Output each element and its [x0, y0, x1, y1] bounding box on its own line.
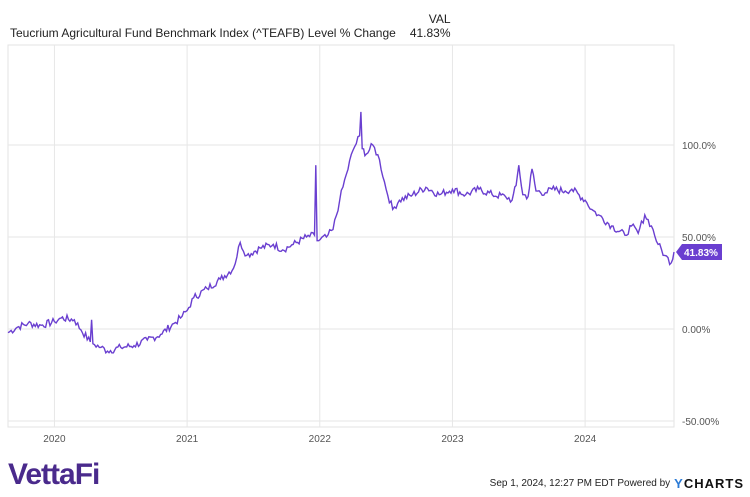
value-column-header: VAL — [428, 12, 451, 26]
series-name: Teucrium Agricultural Fund Benchmark Ind… — [10, 26, 396, 40]
y-tick-label: 50.00% — [682, 233, 716, 244]
series-line — [7, 111, 675, 355]
ycharts-logo: YCHARTS — [674, 476, 744, 491]
series-value: 41.83% — [409, 26, 451, 40]
footer-timestamp: Sep 1, 2024, 12:27 PM EDT Powered by — [489, 478, 671, 489]
last-value-tag — [676, 244, 722, 261]
y-tick-label: 0.00% — [682, 325, 710, 336]
vettafi-logo: VettaFi — [8, 458, 100, 491]
y-tick-label: -50.00% — [682, 417, 719, 428]
last-value-label: 41.83% — [684, 248, 718, 259]
value-column: VAL 41.83% — [410, 12, 451, 40]
x-tick-label: 2020 — [43, 434, 66, 445]
y-tick-label: 100.0% — [682, 141, 716, 152]
legend-header: Teucrium Agricultural Fund Benchmark Ind… — [10, 12, 451, 40]
x-tick-label: 2022 — [309, 434, 332, 445]
x-tick-label: 2021 — [176, 434, 199, 445]
plot-area — [7, 44, 675, 428]
x-tick-label: 2023 — [441, 434, 464, 445]
footer: Sep 1, 2024, 12:27 PM EDT Powered by YCH… — [490, 476, 744, 491]
x-tick-label: 2024 — [574, 434, 597, 445]
